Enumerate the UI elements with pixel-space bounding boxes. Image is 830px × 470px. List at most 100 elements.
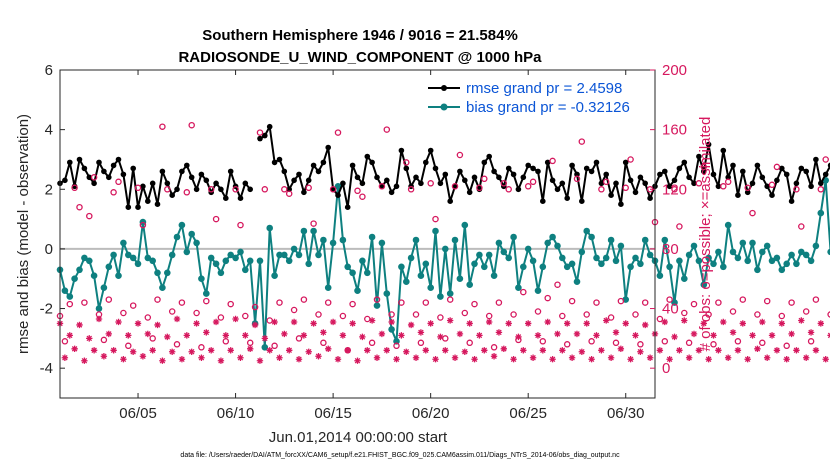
bias-point: [100, 284, 108, 292]
obs-assimilated-point: [720, 318, 727, 326]
bias-point: [373, 302, 381, 309]
rmse-point: [676, 165, 683, 172]
obs-assimilated-point: [300, 332, 308, 339]
obs-assimilated-point: [422, 347, 429, 354]
bias-point: [563, 263, 571, 271]
obs-possible-point: [407, 186, 415, 193]
rmse-point: [691, 180, 697, 187]
rmse-point: [569, 162, 575, 169]
bias-point: [359, 257, 366, 265]
obs-assimilated-point: [734, 347, 742, 354]
bias-point: [456, 275, 464, 283]
bias-point: [783, 260, 790, 268]
bias-point: [246, 257, 254, 265]
obs-possible-point: [695, 180, 703, 187]
obs-assimilated-point: [217, 357, 225, 364]
bias-point: [466, 281, 474, 289]
obs-possible-point: [432, 215, 439, 223]
bias-point: [315, 251, 322, 259]
obs-possible-point: [778, 312, 786, 320]
bias-point: [598, 260, 605, 268]
bias-point: [739, 239, 747, 247]
y-right-tick-label: 40: [662, 301, 679, 318]
obs-assimilated-point: [71, 345, 78, 352]
bias-point: [266, 224, 274, 232]
obs-assimilated-point: [715, 347, 722, 354]
obs-possible-point: [359, 193, 366, 200]
rmse-point: [257, 135, 263, 142]
obs-possible-point: [593, 299, 600, 306]
rmse-point: [223, 195, 229, 201]
bias-point: [573, 278, 581, 286]
rmse-point: [769, 192, 775, 198]
obs-assimilated-point: [203, 329, 210, 336]
obs-possible-point: [378, 183, 386, 190]
obs-assimilated-point: [227, 347, 234, 354]
bias-point: [588, 233, 595, 241]
obs-possible-point: [125, 342, 132, 350]
obs-possible-point: [700, 163, 708, 171]
rmse-point: [686, 174, 692, 181]
rmse-point: [481, 159, 488, 166]
bias-point: [734, 254, 742, 262]
rmse-point: [427, 147, 434, 154]
bias-point: [120, 239, 127, 247]
rmse-point: [822, 171, 829, 178]
obs-possible-point: [807, 338, 815, 345]
obs-possible-point: [144, 314, 152, 321]
obs-assimilated-point: [646, 354, 654, 361]
obs-possible-point: [178, 299, 186, 306]
bias-point: [471, 260, 478, 268]
obs-assimilated-point: [666, 356, 673, 363]
rmse-point: [583, 165, 590, 172]
y-axis-left: -4 -2 0 2 4 6: [40, 62, 65, 377]
rmse-point: [198, 171, 205, 178]
bias-point: [529, 257, 537, 265]
obs-assimilated-point: [334, 356, 342, 363]
bias-point: [749, 239, 756, 247]
bias-point: [695, 257, 703, 265]
bias-point: [729, 248, 737, 256]
bias-point: [432, 227, 439, 235]
plot-area: [56, 69, 830, 399]
y-tick-label: 2: [45, 181, 53, 198]
obs-possible-point: [529, 178, 537, 186]
rmse-point: [354, 174, 361, 181]
bias-point: [178, 221, 186, 229]
obs-assimilated-point: [632, 332, 639, 339]
rmse-point: [262, 132, 268, 139]
obs-assimilated-point: [173, 315, 181, 323]
bias-point: [612, 257, 620, 265]
bias-point: [632, 254, 639, 262]
bias-point: [222, 257, 230, 265]
bias-point: [515, 284, 522, 292]
rmse-point: [67, 159, 73, 166]
rmse-point: [203, 177, 210, 184]
rmse-point: [106, 174, 112, 181]
obs-assimilated-point: [456, 330, 464, 338]
obs-possible-point: [534, 308, 542, 315]
bias-point: [710, 260, 717, 268]
rmse-point: [647, 195, 653, 201]
bias-series: [56, 177, 830, 351]
obs-possible-point: [500, 180, 508, 187]
y-axis-label-left: rmse and bias (model - observation): [15, 114, 32, 354]
rmse-point: [140, 183, 146, 190]
obs-assimilated-point: [149, 347, 156, 354]
obs-assimilated-point: [144, 330, 151, 338]
obs-assimilated-point: [281, 330, 288, 338]
obs-assimilated-point: [529, 354, 537, 361]
obs-possible-point: [437, 314, 444, 321]
obs-possible-point: [456, 151, 464, 159]
obs-possible-point: [120, 309, 127, 317]
bias-point: [812, 242, 820, 250]
bias-point: [110, 251, 117, 259]
rmse-point: [579, 198, 585, 204]
bias-point: [183, 248, 191, 256]
obs-possible-point: [783, 342, 790, 350]
rmse-point: [681, 159, 688, 166]
obs-possible-point: [154, 296, 161, 303]
bias-point: [700, 281, 708, 289]
obs-assimilated-point: [81, 357, 88, 364]
obs-possible-point: [578, 138, 586, 145]
